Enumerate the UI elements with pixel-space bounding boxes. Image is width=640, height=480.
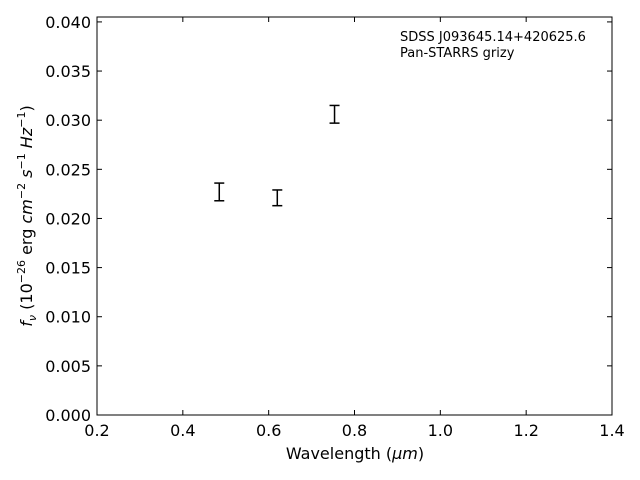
y-tick-label: 0.030	[45, 111, 91, 130]
y-tick-label: 0.040	[45, 13, 91, 32]
error-bar-point	[272, 189, 283, 207]
annotation-survey: Pan-STARRS grizy	[400, 46, 515, 61]
x-tick-label: 1.2	[513, 421, 538, 440]
y-axis-title: fν (10−26 erg cm−2 s−1 Hz−1)	[15, 105, 39, 326]
error-bar-point	[214, 182, 225, 202]
y-tick-label: 0.000	[45, 406, 91, 425]
x-tick-label: 1.4	[599, 421, 624, 440]
x-tick-label: 0.8	[342, 421, 367, 440]
x-tick-label: 0.4	[170, 421, 195, 440]
y-tick-label: 0.005	[45, 357, 91, 376]
x-tick-label: 0.2	[84, 421, 109, 440]
y-axis-ticks: 0.000 0.005 0.010 0.015 0.020 0.025 0.030 0.035…	[45, 13, 612, 425]
x-tick-label: 0.6	[256, 421, 281, 440]
y-tick-label: 0.035	[45, 62, 91, 81]
y-tick-label: 0.025	[45, 160, 91, 179]
x-axis-ticks: 0.2 0.4 0.6 0.8 1.0 1.2 1.4	[84, 17, 625, 440]
y-tick-label: 0.010	[45, 308, 91, 327]
data-points	[214, 104, 340, 207]
annotation-object-name: SDSS J093645.14+420625.6	[400, 30, 586, 45]
plot-frame	[96, 16, 613, 416]
y-tick-label: 0.015	[45, 259, 91, 278]
y-tick-label: 0.020	[45, 209, 91, 228]
error-bar-point	[329, 104, 340, 124]
x-tick-label: 1.0	[428, 421, 453, 440]
x-axis-title: Wavelength (μm)	[286, 444, 424, 463]
